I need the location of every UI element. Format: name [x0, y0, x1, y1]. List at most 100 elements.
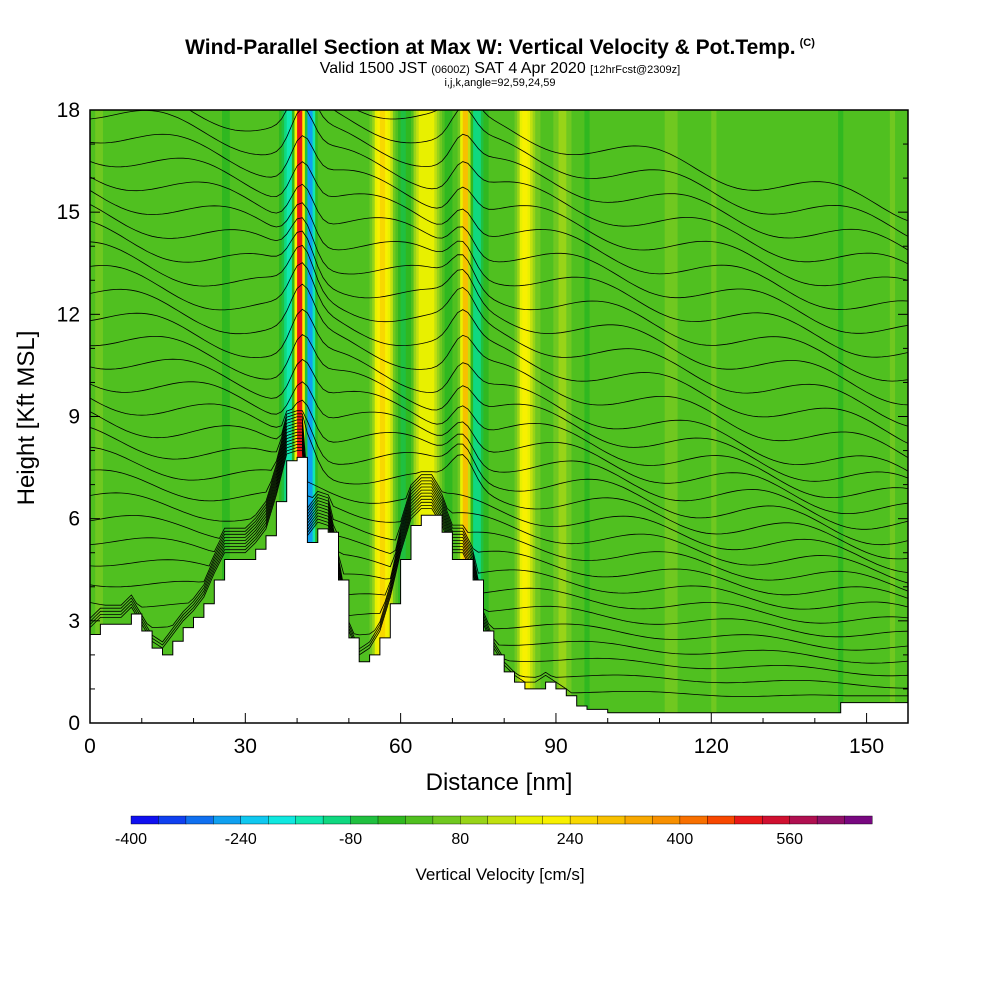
y-tick-label: 15: [57, 201, 80, 224]
x-tick-label: 30: [234, 735, 257, 758]
copyright-mark: (C): [799, 37, 815, 49]
velocity-strip: [599, 110, 604, 723]
velocity-strip: [654, 110, 658, 723]
velocity-strip: [856, 110, 860, 723]
velocity-strip: [460, 110, 464, 723]
velocity-strip: [739, 110, 743, 723]
velocity-strip: [667, 110, 671, 723]
velocity-strip: [625, 110, 630, 723]
velocity-strip: [499, 110, 503, 723]
colorbar-swatch: [707, 815, 736, 825]
velocity-strip: [781, 110, 785, 723]
velocity-strip: [882, 110, 886, 723]
velocity-strip: [641, 110, 645, 723]
velocity-strip: [442, 110, 446, 723]
velocity-strip: [139, 110, 143, 723]
colorbar-swatch: [185, 815, 214, 825]
velocity-strip: [196, 110, 200, 723]
velocity-strip: [794, 110, 798, 723]
theta-contour-line: [90, 441, 908, 664]
velocity-strip: [470, 110, 474, 723]
velocity-strip: [680, 110, 684, 723]
colorbar-swatch: [240, 815, 269, 825]
velocity-strip: [742, 110, 746, 723]
velocity-strip: [675, 110, 679, 723]
velocity-strip: [814, 110, 818, 723]
velocity-strip: [467, 110, 472, 723]
forecast-note: [12hrFcst@2309z]: [590, 64, 681, 76]
velocity-strip: [359, 110, 363, 723]
velocity-strip: [307, 110, 311, 723]
velocity-strip: [594, 110, 598, 723]
velocity-strip: [514, 110, 518, 723]
velocity-strip: [310, 110, 314, 723]
theta-contour-line: [90, 220, 908, 406]
velocity-strip: [162, 110, 166, 723]
velocity-strip: [509, 110, 513, 723]
colorbar-label: 80: [451, 831, 469, 848]
velocity-strip: [610, 110, 614, 723]
velocity-strip: [496, 110, 500, 723]
colorbar-swatch: [322, 815, 352, 825]
velocity-strip: [734, 110, 738, 723]
velocity-strip: [229, 110, 233, 723]
velocity-strip: [302, 110, 306, 723]
velocity-strip: [796, 110, 800, 723]
velocity-strip: [110, 110, 114, 723]
velocity-strip: [817, 110, 821, 723]
colorbar-swatch: [624, 815, 653, 825]
colorbar-swatch: [844, 815, 873, 825]
colorbar-label: 240: [557, 831, 584, 848]
velocity-strip: [592, 110, 596, 723]
chart-title: Wind-Parallel Section at Max W: Vertical…: [0, 36, 1000, 60]
velocity-strip: [369, 110, 373, 723]
velocity-strip: [825, 110, 829, 723]
colorbar-swatch: [350, 815, 379, 825]
theta-contour-line: [90, 410, 908, 546]
theta-contour-line: [90, 447, 908, 689]
velocity-strip: [633, 110, 637, 723]
velocity-strip: [247, 110, 252, 723]
velocity-strip: [214, 110, 218, 723]
x-tick-label: 120: [694, 735, 729, 758]
velocity-strip: [240, 110, 244, 723]
valid-utc: (0600Z): [431, 64, 470, 76]
theta-contour-line: [90, 413, 908, 560]
velocity-strip: [581, 110, 586, 723]
velocity-strip: [136, 110, 140, 723]
velocity-strip: [268, 110, 272, 723]
velocity-strip: [519, 110, 523, 723]
terrain: [89, 456, 909, 724]
velocity-strip: [643, 110, 648, 723]
colorbar-label: -400: [115, 831, 147, 848]
velocity-strip: [537, 110, 542, 723]
colorbar-swatch: [130, 815, 159, 825]
velocity-strip: [711, 110, 715, 723]
velocity-strip: [669, 110, 674, 723]
velocity-strip: [851, 110, 855, 723]
theta-contour-line: [90, 110, 908, 265]
y-tick-label: 12: [57, 303, 80, 326]
velocity-strip: [786, 110, 790, 723]
velocity-strip: [607, 110, 611, 723]
velocity-strip: [108, 110, 112, 723]
velocity-strip: [188, 110, 192, 723]
velocity-strip: [889, 110, 894, 723]
velocity-strip: [457, 110, 461, 723]
velocity-strip: [527, 110, 531, 723]
x-tick-label: 90: [544, 735, 567, 758]
velocity-strip: [271, 110, 275, 723]
velocity-strip: [170, 110, 174, 723]
colorbar-swatch: [487, 815, 516, 825]
velocity-strip: [123, 110, 127, 723]
y-tick-label: 6: [68, 508, 80, 531]
velocity-strip: [172, 110, 177, 723]
colorbar-swatch: [734, 815, 763, 825]
velocity-strip: [452, 110, 456, 723]
velocity-strip: [532, 110, 536, 723]
velocity-strip: [540, 110, 544, 723]
velocity-strip: [672, 110, 676, 723]
theta-contour-line: [90, 419, 908, 584]
velocity-strip: [351, 110, 355, 723]
velocity-strip: [157, 110, 161, 723]
